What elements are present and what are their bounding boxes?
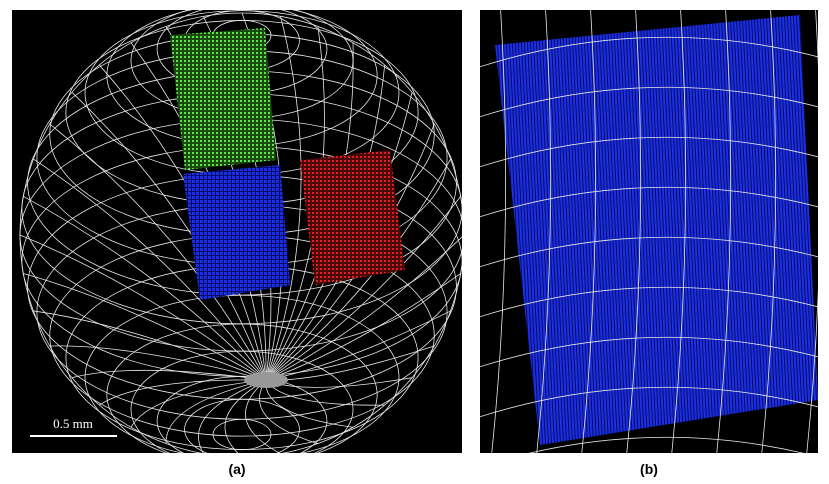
blue-patch	[183, 165, 290, 300]
pole	[244, 372, 288, 388]
page: {"panels": [{"label": "(a)", "scale_bar"…	[0, 0, 829, 484]
red-patch	[300, 150, 405, 285]
green-patch	[170, 28, 276, 170]
panel-label: (b)	[640, 461, 658, 477]
scale-bar-label: 0.5 mm	[53, 416, 93, 431]
panel-label: (a)	[228, 461, 245, 477]
figure: 0.5 mm (a) (b)	[0, 0, 829, 484]
